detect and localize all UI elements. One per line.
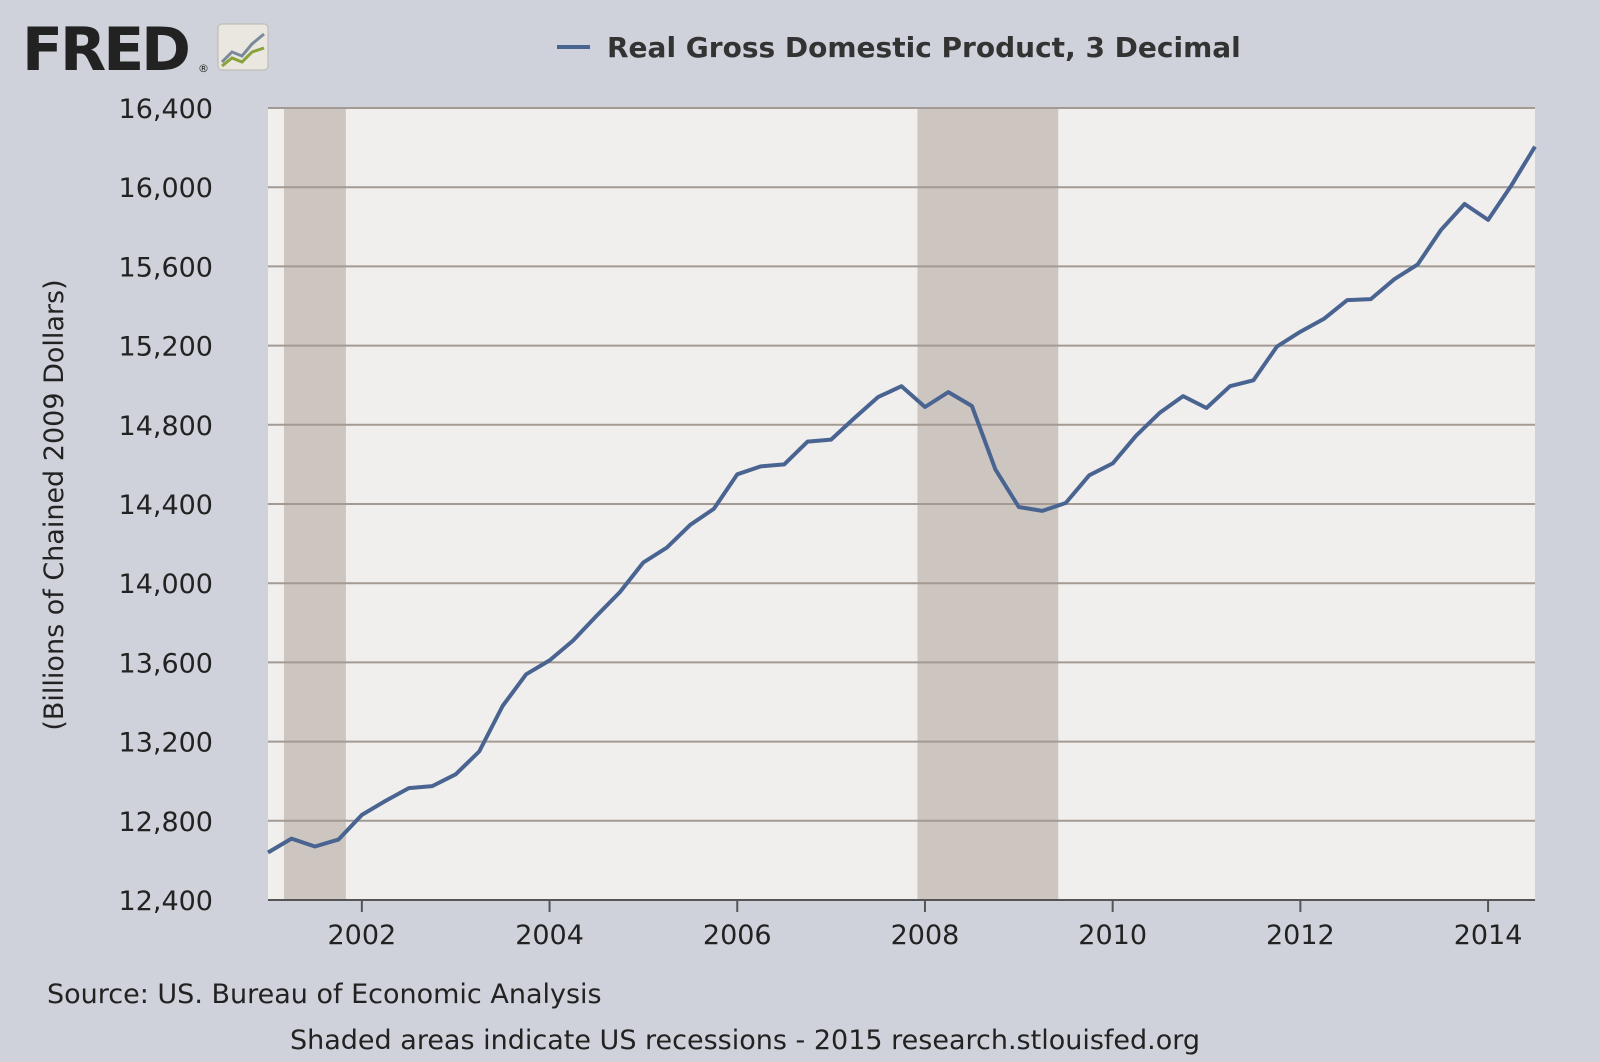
x-tick-label: 2010 bbox=[1078, 920, 1147, 951]
y-tick-label: 16,400 bbox=[119, 94, 213, 125]
x-tick-label: 2002 bbox=[327, 920, 396, 951]
fred-logo-chart-icon bbox=[217, 23, 269, 71]
y-tick-label: 15,600 bbox=[119, 252, 213, 283]
recession-note: Shaded areas indicate US recessions - 20… bbox=[290, 1025, 1200, 1056]
y-tick-label: 12,400 bbox=[119, 886, 213, 917]
y-tick-label: 12,800 bbox=[119, 807, 213, 838]
y-tick-label: 13,600 bbox=[119, 648, 213, 679]
y-tick-label: 14,800 bbox=[119, 411, 213, 442]
x-tick-label: 2006 bbox=[703, 920, 772, 951]
x-tick-label: 2014 bbox=[1454, 920, 1523, 951]
fred-logo-registered: ® bbox=[198, 62, 209, 75]
fred-logo-text: FRED bbox=[22, 15, 188, 85]
y-tick-label: 14,000 bbox=[119, 569, 213, 600]
y-tick-label: 14,400 bbox=[119, 490, 213, 521]
chart-legend: Real Gross Domestic Product, 3 Decimal bbox=[557, 31, 1241, 64]
y-tick-label: 16,000 bbox=[119, 173, 213, 204]
y-tick-label: 15,200 bbox=[119, 332, 213, 363]
y-tick-label: 13,200 bbox=[119, 728, 213, 759]
x-tick-label: 2008 bbox=[891, 920, 960, 951]
legend-series-label: Real Gross Domestic Product, 3 Decimal bbox=[607, 31, 1241, 64]
fred-logo: FRED ® bbox=[22, 15, 269, 85]
x-tick-label: 2012 bbox=[1266, 920, 1335, 951]
series-line-1 bbox=[266, 145, 1537, 855]
y-axis-label: (Billions of Chained 2009 Dollars) bbox=[39, 279, 70, 730]
plot-area: 12,400 12,800 13,200 13,600 14,000 14,400 14,8… bbox=[119, 94, 1537, 951]
source-text: Source: US. Bureau of Economic Analysis bbox=[47, 979, 602, 1010]
x-tick-label: 2004 bbox=[515, 920, 584, 951]
